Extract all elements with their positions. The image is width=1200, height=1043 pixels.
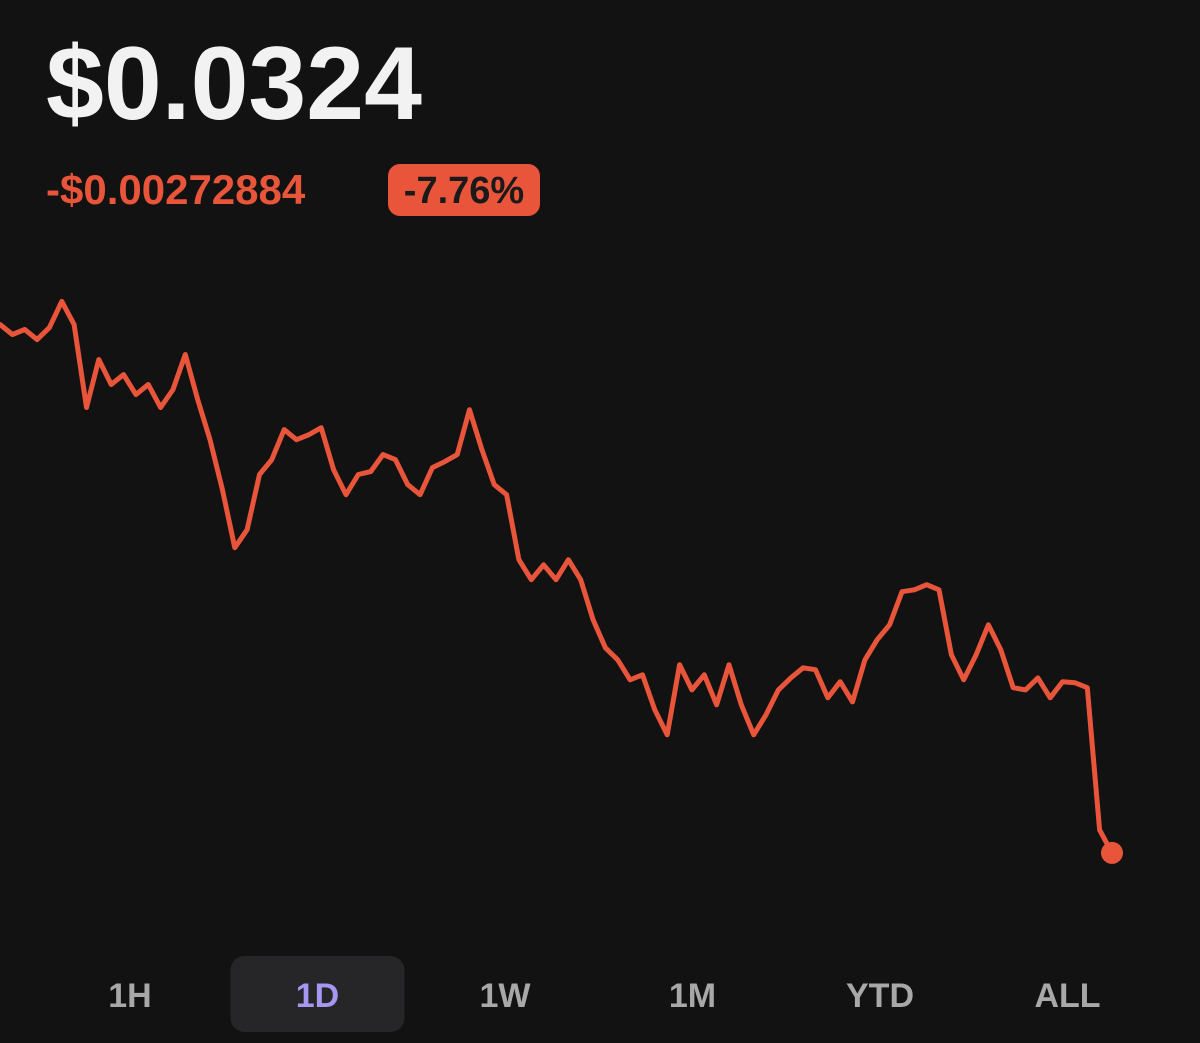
current-price-dot <box>1101 841 1123 864</box>
percent-badge <box>388 164 540 216</box>
timeframe-tab[interactable]: ALL <box>1034 977 1100 1015</box>
timeframe-tab[interactable]: YTD <box>846 977 914 1015</box>
timeframe-tab[interactable]: 1H <box>108 977 151 1015</box>
timeframe-tab[interactable]: 1M <box>669 977 716 1015</box>
timeframe-tab[interactable]: 1W <box>480 977 532 1015</box>
percent-change: -7.76% <box>404 170 524 212</box>
timeframe-tabs: 1H 1D 1W 1M YTD ALL <box>108 956 1101 1032</box>
selected-tab-background <box>230 956 405 1032</box>
price-line <box>0 298 1115 856</box>
chart <box>0 298 1123 864</box>
price-change: -$0.00272884 <box>46 166 306 213</box>
timeframe-tab[interactable]: 1D <box>296 977 339 1015</box>
price: $0.0324 <box>46 26 422 142</box>
